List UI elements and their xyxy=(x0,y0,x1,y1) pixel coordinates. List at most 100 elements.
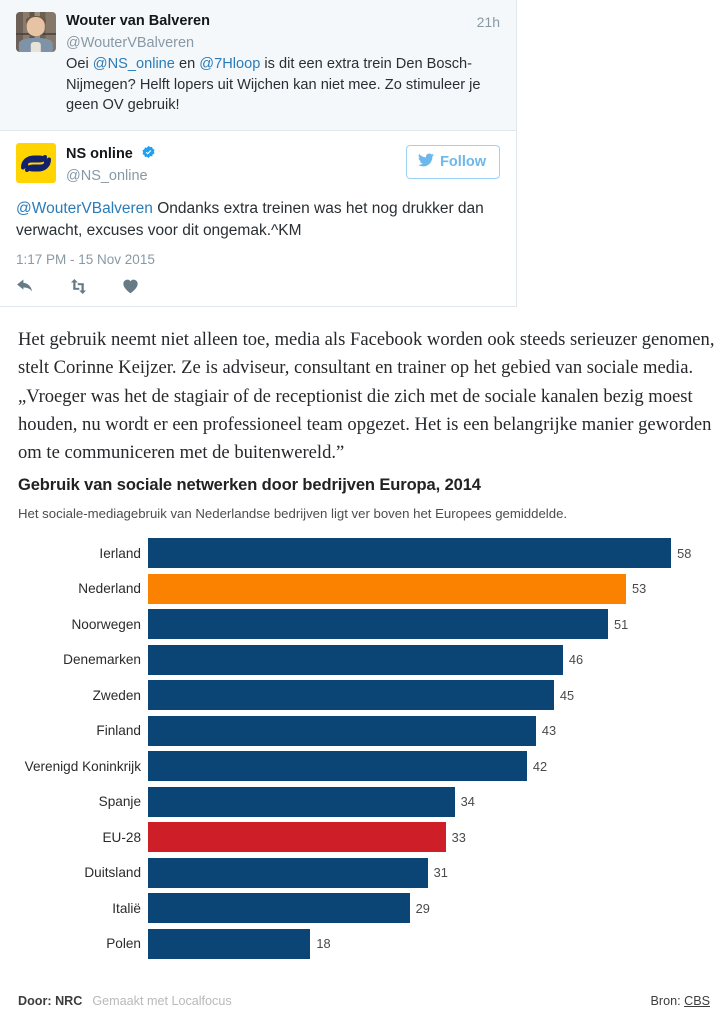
chart-bar-row: Duitsland 31 xyxy=(0,857,728,888)
chart-bar-row: Spanje 34 xyxy=(0,786,728,817)
chart-footer: Door: NRC Gemaakt met Localfocus Bron: C… xyxy=(0,994,728,1008)
chart-author: Door: NRC xyxy=(18,994,83,1008)
chart-bar-label: Finland xyxy=(96,723,141,738)
chart-bar-label: Denemarken xyxy=(63,652,141,667)
chart-bar-row: Noorwegen 51 xyxy=(0,609,728,639)
chart-bar[interactable] xyxy=(148,928,311,959)
article-paragraph: Het gebruik neemt niet alleen toe, media… xyxy=(18,329,715,463)
main-handle[interactable]: @NS_online xyxy=(66,168,148,185)
quoted-tweet-text: Oei @NS_online en @7Hloop is dit een ext… xyxy=(66,56,481,114)
quoted-timestamp[interactable]: 21h xyxy=(476,14,500,30)
avatar-head xyxy=(26,17,46,36)
chart-bar-label: Italië xyxy=(112,900,141,916)
chart-bar[interactable] xyxy=(148,538,672,568)
chart-bar-row: Zweden 45 xyxy=(0,680,728,710)
tweet-timestamp: 1:17 PM - 15 Nov 2015 xyxy=(16,251,155,267)
chart-bar[interactable] xyxy=(148,573,627,604)
chart-source-prefix: Bron: xyxy=(650,994,685,1008)
quoted-tweet[interactable]: Wouter van Balveren @WouterVBalveren 21h… xyxy=(0,0,516,132)
chart-bar-track: 43 xyxy=(148,715,728,746)
chart-bar-label: Duitsland xyxy=(84,865,141,880)
chart-bar-row: Ierland 58 xyxy=(0,538,728,568)
chart-bar[interactable] xyxy=(148,680,554,710)
chart-bar-value: 18 xyxy=(316,936,331,951)
main-tweet-text: @WouterVBalveren Ondanks extra treinen w… xyxy=(16,200,484,240)
chart-bar[interactable] xyxy=(148,609,609,639)
chart-bar-value: 58 xyxy=(677,545,692,561)
chart-bar-label: Verenigd Koninkrijk xyxy=(24,758,141,774)
chart-bar-track: 45 xyxy=(148,680,728,710)
chart-bar-value: 31 xyxy=(433,865,448,880)
chart-bar-value: 43 xyxy=(541,723,557,738)
tweet-actions xyxy=(16,278,500,294)
chart-bar-value: 53 xyxy=(632,581,647,596)
twitter-bird-icon xyxy=(418,153,435,171)
main-tweet-identity: NS online @NS_online xyxy=(66,143,156,185)
chart-bar-label: Polen xyxy=(106,936,141,951)
tweet-mention-link[interactable]: @NS_online xyxy=(92,56,175,72)
chart-bar[interactable] xyxy=(148,893,410,923)
quoted-handle[interactable]: @WouterVBalveren xyxy=(66,34,195,51)
chart-title: Gebruik van sociale netwerken door bedri… xyxy=(18,476,481,494)
chart-subtitle: Het sociale-mediagebruik van Nederlandse… xyxy=(18,506,568,521)
chart-bar-track: 33 xyxy=(148,822,728,852)
chart-bar-label: EU-28 xyxy=(102,829,141,845)
reply-icon[interactable] xyxy=(16,279,35,294)
chart-bar-label: Noorwegen xyxy=(71,616,141,632)
tweet-mention-link[interactable]: @7Hloop xyxy=(199,56,261,72)
chart-source: Bron: CBS xyxy=(650,994,710,1008)
chart-bar[interactable] xyxy=(148,822,446,852)
chart-bar-value: 51 xyxy=(614,616,629,632)
chart-bar-track: 34 xyxy=(148,786,728,817)
chart-bar-value: 33 xyxy=(451,829,466,845)
avatar-shirt xyxy=(30,42,42,52)
quoted-display-name[interactable]: Wouter van Balveren xyxy=(66,13,210,30)
chart-bar-value: 46 xyxy=(568,652,584,667)
tweet-card: Wouter van Balveren @WouterVBalveren 21h… xyxy=(0,0,517,307)
chart-footer-left: Door: NRC Gemaakt met Localfocus xyxy=(18,994,232,1008)
chart-bar-label: Ierland xyxy=(99,545,141,561)
quoted-tweet-header: Wouter van Balveren @WouterVBalveren 21h xyxy=(16,12,500,52)
main-tweet-header: NS online @NS_online Follow xyxy=(16,143,500,185)
chart-bar-value: 45 xyxy=(559,687,575,703)
chart-plot-area: Ierland 58 Nederland 53 Noorwegen 51 Denemarke… xyxy=(0,538,728,959)
chart-bar-track: 18 xyxy=(148,928,728,959)
follow-button[interactable]: Follow xyxy=(406,145,500,179)
quoted-tweet-identity: Wouter van Balveren @WouterVBalveren xyxy=(66,12,210,52)
chart-bar-row: EU-28 33 xyxy=(0,822,728,852)
chart-bar-row: Verenigd Koninkrijk 42 xyxy=(0,751,728,781)
chart-bar-track: 58 xyxy=(148,538,728,568)
chart-bar-row: Italië 29 xyxy=(0,893,728,923)
avatar[interactable] xyxy=(16,12,56,52)
ns-logo-icon xyxy=(16,143,56,184)
chart-bar[interactable] xyxy=(148,644,563,675)
chart-bar-label: Nederland xyxy=(78,581,141,596)
chart: Gebruik van sociale netwerken door bedri… xyxy=(0,476,728,964)
chart-bar-row: Finland 43 xyxy=(0,715,728,746)
chart-bar-value: 34 xyxy=(460,794,475,809)
chart-bar-track: 51 xyxy=(148,609,728,639)
chart-bar-value: 29 xyxy=(415,900,430,916)
chart-bar[interactable] xyxy=(148,751,527,781)
retweet-icon[interactable] xyxy=(69,278,88,294)
chart-bar-track: 31 xyxy=(148,857,728,888)
chart-source-link[interactable]: CBS xyxy=(684,994,710,1008)
chart-made-with: Gemaakt met Localfocus xyxy=(92,994,232,1008)
tweet-mention-link[interactable]: @WouterVBalveren xyxy=(16,200,153,218)
chart-bar-row: Polen 18 xyxy=(0,928,728,959)
chart-bar[interactable] xyxy=(148,857,428,888)
like-icon[interactable] xyxy=(122,279,139,294)
follow-button-label: Follow xyxy=(440,153,486,170)
chart-bar-track: 42 xyxy=(148,751,728,781)
chart-bar-label: Zweden xyxy=(92,687,141,703)
chart-bar[interactable] xyxy=(148,715,536,746)
chart-bar[interactable] xyxy=(148,786,455,817)
verified-badge-icon xyxy=(141,145,156,166)
chart-bar-track: 29 xyxy=(148,893,728,923)
chart-bar-track: 53 xyxy=(148,573,728,604)
main-tweet[interactable]: NS online @NS_online Follow @Wouter xyxy=(0,131,516,306)
main-display-name[interactable]: NS online xyxy=(66,146,133,163)
chart-bar-track: 46 xyxy=(148,644,728,675)
chart-bar-value: 42 xyxy=(532,758,548,774)
chart-bar-label: Spanje xyxy=(98,794,141,809)
